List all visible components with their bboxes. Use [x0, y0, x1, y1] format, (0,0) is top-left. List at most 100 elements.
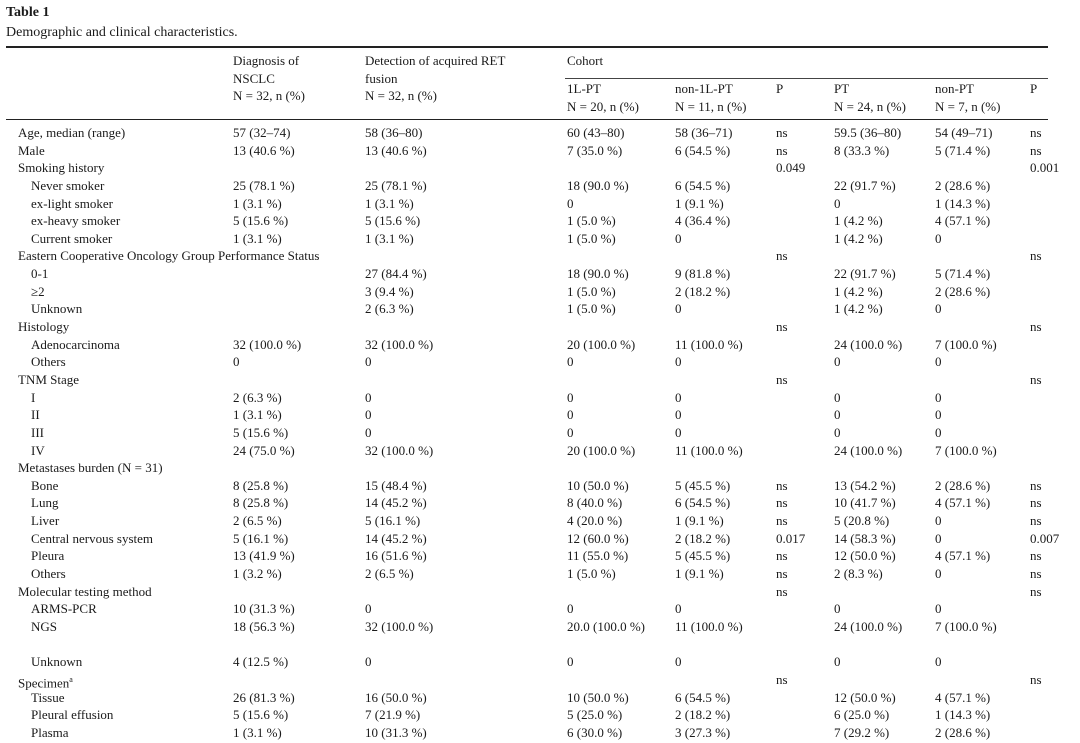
row-label: Liver: [31, 513, 60, 529]
table-cell: 16 (50.0 %): [365, 689, 427, 705]
table-cell: 0: [675, 389, 682, 405]
table-cell: 0: [935, 654, 942, 670]
table-cell: 0: [675, 601, 682, 617]
table-cell: 25 (78.1 %): [233, 177, 295, 193]
table-cell: 54 (49–71): [935, 125, 993, 140]
table-cell: 1 (3.1 %): [365, 230, 414, 246]
table-row: Central nervous system 5 (16.1 %) 14 (45.2…: [0, 530, 1080, 548]
table-row: Eastern Cooperative Oncology Group Perfo…: [0, 247, 1080, 265]
table-caption: Demographic and clinical characteristics…: [6, 25, 238, 40]
table-cell: 0: [935, 566, 942, 582]
cohort-rule: [565, 78, 1048, 79]
table-cell: 1 (3.1 %): [233, 407, 282, 423]
table-cell: 11 (55.0 %): [567, 548, 629, 564]
table-cell: ns: [1030, 125, 1042, 140]
row-label: Current smoker: [31, 230, 113, 246]
row-label: Tissue: [31, 689, 65, 705]
table-cell: 0.001: [1030, 160, 1060, 176]
table-cell: 11 (100.0 %): [675, 336, 743, 352]
row-label: Bone: [31, 477, 59, 493]
table-cell: 0: [834, 424, 841, 440]
table-cell: 10 (50.0 %): [567, 689, 629, 705]
table-cell: 1 (4.2 %): [834, 213, 883, 229]
table-row: ≥2 3 (9.4 %) 1 (5.0 %) 2 (18.2 %) 1 (4.2 %) 2…: [0, 283, 1080, 301]
table-cell: 0: [834, 407, 841, 423]
row-label: Unknown: [31, 301, 83, 317]
table-cell: 0: [567, 424, 574, 440]
table-cell: 14 (58.3 %): [834, 530, 896, 546]
table-cell: 10 (31.3 %): [233, 601, 295, 617]
table-cell: 15 (48.4 %): [365, 477, 427, 493]
table-cell: 13 (54.2 %): [834, 477, 896, 493]
row-label: Pleura: [31, 548, 65, 564]
table-row: ex-heavy smoker 5 (15.6 %) 5 (15.6 %) 1 (5.…: [0, 212, 1080, 230]
table-cell: 2 (6.5 %): [233, 513, 282, 529]
table-cell: 0: [365, 407, 372, 423]
table-cell: 2 (18.2 %): [675, 707, 731, 723]
table-cell: 27 (84.4 %): [365, 266, 427, 282]
table-cell: 2 (6.3 %): [233, 389, 282, 405]
table-row: ARMS-PCR 10 (31.3 %) 0 0 0 0 0: [0, 600, 1080, 618]
table-cell: 0: [365, 654, 372, 670]
row-label: NGS: [31, 618, 58, 634]
row-label: I: [31, 389, 36, 405]
header-non-pt: non-PT N = 7, n (%): [935, 81, 1001, 114]
table-cell: 0: [834, 654, 841, 670]
table-row: II 1 (3.1 %) 0 0 0 0 0: [0, 406, 1080, 424]
table-cell: 5 (71.4 %): [935, 142, 991, 158]
table-cell: ns: [776, 477, 788, 493]
row-label: Eastern Cooperative Oncology Group Perfo…: [18, 248, 320, 264]
table-cell: 5 (15.6 %): [233, 213, 289, 229]
table-cell: 6 (25.0 %): [834, 707, 890, 723]
table-number: Table 1: [6, 5, 50, 20]
table-cell: 6 (54.5 %): [675, 177, 731, 193]
table-cell: 9 (81.8 %): [675, 266, 731, 282]
header-non-1l-pt: non-1L-PT N = 11, n (%): [675, 81, 747, 114]
table-cell: 2 (6.3 %): [365, 301, 414, 317]
table-cell: 1 (3.1 %): [233, 724, 282, 740]
table-cell: 2 (18.2 %): [675, 530, 731, 546]
table-cell: 2 (28.6 %): [935, 283, 991, 299]
table-cell: 4 (12.5 %): [233, 654, 289, 670]
row-label: ≥2: [31, 283, 45, 299]
table-row: Current smoker 1 (3.1 %) 1 (3.1 %) 1 (5.0 %…: [0, 230, 1080, 248]
table-cell: 7 (29.2 %): [834, 724, 890, 740]
table-cell: 0: [233, 354, 240, 370]
table-row: Age, median (range) 57 (32–74) 58 (36–80) 6…: [0, 124, 1080, 142]
table-cell: 0: [935, 354, 942, 370]
table-cell: 7 (21.9 %): [365, 707, 421, 723]
table-cell: 20.0 (100.0 %): [567, 618, 645, 634]
top-rule: [6, 46, 1048, 48]
table-row: Plasma 1 (3.1 %) 10 (31.3 %) 6 (30.0 %) 3 (2…: [0, 724, 1080, 742]
table-cell: 18 (56.3 %): [233, 618, 295, 634]
table-cell: 1 (9.1 %): [675, 513, 724, 529]
table-cell: 0: [567, 389, 574, 405]
row-label: 0-1: [31, 266, 49, 282]
table-cell: 0: [834, 195, 841, 211]
table-cell: 24 (100.0 %): [834, 618, 903, 634]
table-cell: 0: [834, 601, 841, 617]
table-cell: 32 (100.0 %): [365, 442, 434, 458]
table-cell: 6 (30.0 %): [567, 724, 623, 740]
table-cell: 0: [567, 195, 574, 211]
table-cell: 8 (25.8 %): [233, 495, 289, 511]
table-cell: 24 (100.0 %): [834, 336, 903, 352]
table-cell: ns: [776, 566, 788, 582]
table-cell: 0: [675, 654, 682, 670]
row-label: II: [31, 407, 40, 423]
table-row: Metastases burden (N = 31): [0, 459, 1080, 477]
table-cell: 5 (45.5 %): [675, 477, 731, 493]
table-row: Unknown 2 (6.3 %) 1 (5.0 %) 0 1 (4.2 %) 0: [0, 300, 1080, 318]
table-cell: 0: [834, 354, 841, 370]
row-label: Smoking history: [18, 160, 105, 176]
table-cell: 0.007: [1030, 530, 1060, 546]
table-cell: ns: [1030, 477, 1042, 493]
table-cell: 1 (5.0 %): [567, 230, 616, 246]
table-cell: 59.5 (36–80): [834, 125, 902, 140]
table-cell: 0: [675, 407, 682, 423]
table-cell: 13 (41.9 %): [233, 548, 295, 564]
table-cell: 32 (100.0 %): [365, 618, 434, 634]
table-cell: 1 (9.1 %): [675, 195, 724, 211]
table-cell: ns: [1030, 319, 1042, 335]
table-cell: 57 (32–74): [233, 125, 291, 140]
